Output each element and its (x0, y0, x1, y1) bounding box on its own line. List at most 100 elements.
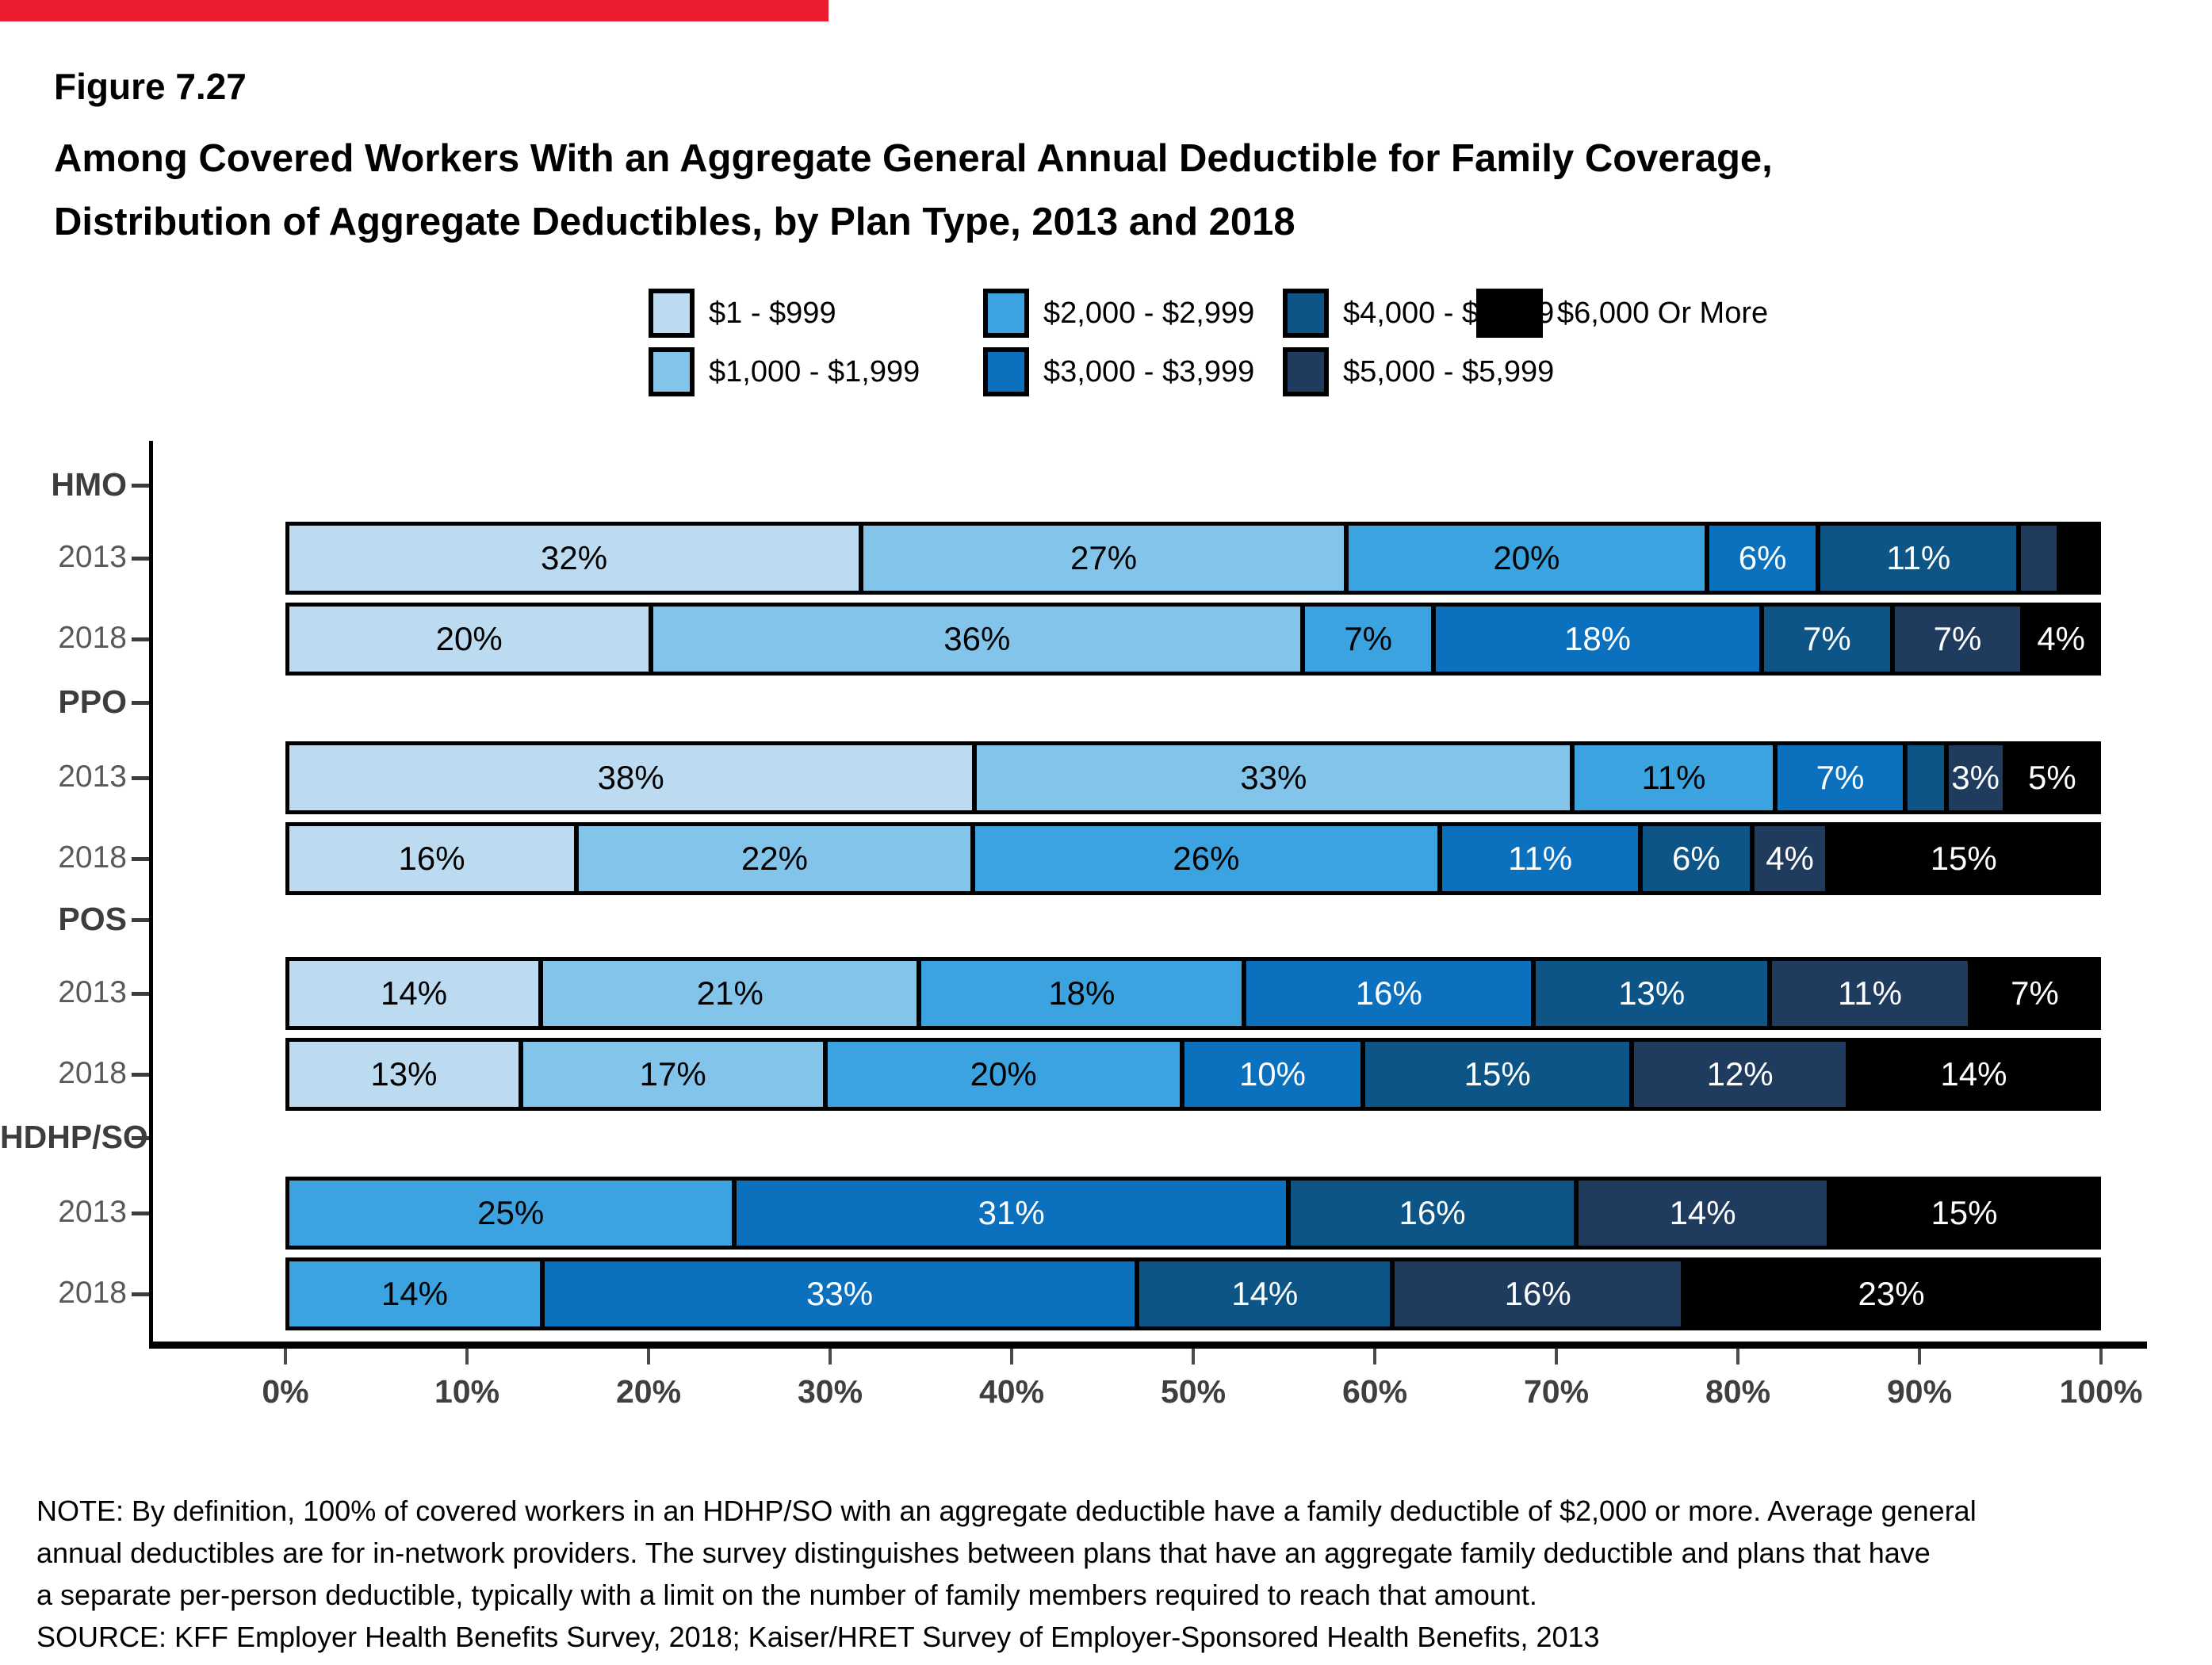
segment-value-label: 10% (1238, 1055, 1306, 1093)
x-axis-tick-label: 40% (978, 1373, 1045, 1410)
x-axis-tick-label: 60% (1341, 1373, 1408, 1410)
year-label: 2013 (58, 1195, 127, 1229)
bar-segment: 33% (544, 1261, 1135, 1326)
segment-value-label: 7% (1344, 620, 1393, 657)
y-axis-line (149, 441, 153, 1349)
segment-value-label: 20% (435, 620, 503, 657)
bar-segment: 14% (289, 1261, 540, 1326)
segment-value-label: 14% (1231, 1275, 1299, 1312)
legend-label: $1,000 - $1,999 (709, 354, 920, 388)
y-axis-tick (132, 484, 149, 488)
segment-value-label: 15% (1931, 1194, 1998, 1231)
y-axis-tick (132, 992, 149, 996)
stacked-bar: 13% 17% 20% 10% 15% 12% 14% (285, 1038, 2101, 1111)
x-axis-tick (1736, 1349, 1739, 1365)
source-line: SOURCE: KFF Employer Health Benefits Sur… (36, 1621, 1600, 1653)
bar-segment (1908, 745, 1944, 810)
segment-value-label: 18% (1048, 974, 1116, 1012)
segment-value-label: 15% (1464, 1055, 1531, 1093)
x-axis-tick (647, 1349, 650, 1365)
bar-segment: 7% (1894, 607, 2021, 672)
x-axis-tick-label: 0% (262, 1373, 309, 1410)
stacked-bar: 14% 33% 14% 16% 23% (285, 1257, 2101, 1330)
bar-segment: 20% (827, 1042, 1180, 1107)
bar-segment: 6% (1709, 526, 1816, 591)
y-axis-tick (132, 1211, 149, 1215)
legend-label: $3,000 - $3,999 (1043, 354, 1255, 388)
segment-value-label: 26% (1173, 840, 1240, 877)
x-axis-tick (1192, 1349, 1195, 1365)
bar-segment: 4% (2025, 607, 2098, 672)
segment-value-label: 33% (806, 1275, 874, 1312)
legend-swatch (649, 289, 695, 338)
year-label: 2018 (58, 1276, 127, 1310)
x-axis-tick-label: 30% (797, 1373, 863, 1410)
note-line-1: NOTE: By definition, 100% of covered wor… (36, 1495, 1977, 1527)
x-axis-tick (2099, 1349, 2103, 1365)
note-line-3: a separate per-person deductible, typica… (36, 1579, 1537, 1611)
segment-value-label: 22% (741, 840, 808, 877)
bar-segment: 11% (1575, 745, 1773, 810)
kff-red-accent-bar (0, 0, 829, 21)
y-axis-tick (132, 776, 149, 780)
bar-segment: 16% (1246, 961, 1532, 1026)
segment-value-label: 5% (2027, 759, 2076, 796)
bar-segment: 5% (2007, 745, 2097, 810)
segment-value-label: 18% (1563, 620, 1632, 657)
segment-value-label: 14% (1940, 1055, 2007, 1093)
x-axis-tick-label: 80% (1705, 1373, 1771, 1410)
segment-value-label: 3% (1951, 759, 2000, 796)
bar-segment: 20% (289, 607, 649, 672)
segment-value-label: 14% (381, 974, 448, 1012)
year-label: 2013 (58, 540, 127, 574)
y-axis-tick (132, 557, 149, 561)
legend-item: $6,000 Or More (1476, 284, 1768, 343)
bar-segment: 13% (289, 1042, 519, 1107)
legend-item: $5,000 - $5,999 (1283, 343, 1554, 401)
bar-segment: 16% (1395, 1261, 1682, 1326)
segment-value-label: 13% (370, 1055, 438, 1093)
segment-value-label: 4% (2037, 620, 2086, 657)
segment-value-label: 31% (978, 1194, 1045, 1231)
x-axis-tick (1918, 1349, 1921, 1365)
legend-item: $1 - $999 (649, 284, 836, 343)
segment-value-label: 17% (639, 1055, 706, 1093)
segment-value-label: 23% (1858, 1275, 1925, 1312)
legend-swatch (1283, 289, 1329, 338)
plan-group-label: HMO (51, 466, 127, 503)
bar-segment: 31% (737, 1181, 1286, 1246)
x-axis-tick (1010, 1349, 1013, 1365)
stacked-bar: 38% 33% 11% 7% 3% 5% (285, 741, 2101, 814)
bar-segment: 7% (1305, 607, 1431, 672)
bar-segment: 33% (977, 745, 1571, 810)
legend-label: $6,000 Or More (1557, 296, 1769, 330)
y-axis-tick (132, 918, 149, 922)
segment-value-label: 25% (477, 1194, 545, 1231)
figure-number: Figure 7.27 (54, 66, 247, 107)
bar-segment: 7% (1777, 745, 1904, 810)
x-axis-tick-label: 10% (434, 1373, 500, 1410)
y-axis-tick (132, 1073, 149, 1077)
segment-value-label: 20% (970, 1055, 1037, 1093)
bar-segment: 10% (1184, 1042, 1361, 1107)
segment-value-label: 11% (1838, 974, 1902, 1012)
chart-title-line-2: Distribution of Aggregate Deductibles, b… (54, 201, 1295, 243)
x-axis-tick-label: 20% (615, 1373, 682, 1410)
bar-segment: 11% (1820, 526, 2017, 591)
bar-segment: 27% (863, 526, 1344, 591)
x-axis-tick-label: 100% (2059, 1373, 2143, 1410)
legend-label: $2,000 - $2,999 (1043, 296, 1255, 330)
plan-group-label: POS (58, 901, 127, 937)
bar-segment: 3% (1948, 745, 2003, 810)
note-line-2: annual deductibles are for in-network pr… (36, 1537, 1931, 1569)
bar-segment: 7% (1972, 961, 2097, 1026)
stacked-bar: 16% 22% 26% 11% 6% 4% 15% (285, 822, 2101, 895)
bar-segment: 32% (289, 526, 859, 591)
segment-value-label: 36% (943, 620, 1011, 657)
year-label: 2013 (58, 760, 127, 794)
segment-value-label: 7% (1816, 759, 1865, 796)
x-axis-tick-label: 50% (1160, 1373, 1227, 1410)
bar-segment: 23% (1686, 1261, 2097, 1326)
